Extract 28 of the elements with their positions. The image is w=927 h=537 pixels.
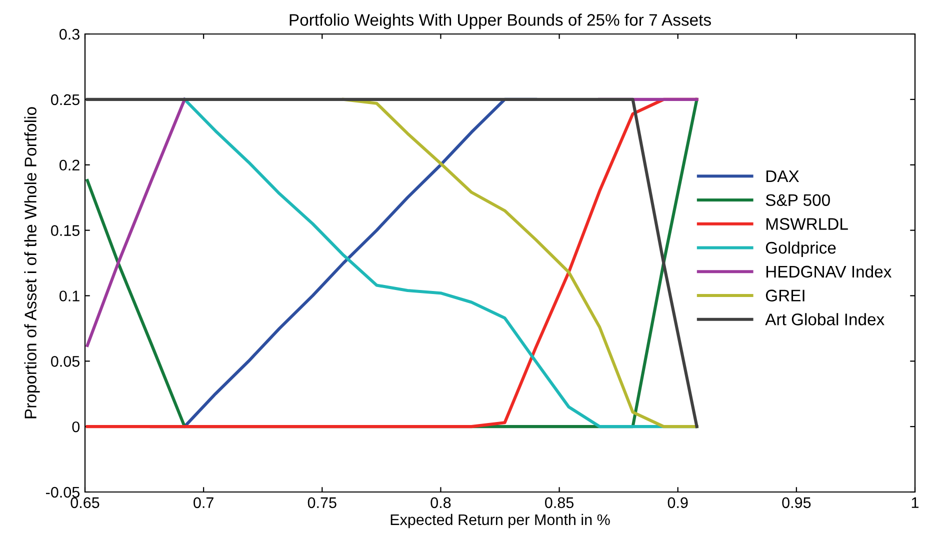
y-tick-label: 0.15: [51, 225, 80, 236]
x-tick-label: 0.75: [308, 497, 336, 508]
x-tick-label: 0.9: [668, 497, 688, 508]
y-axis-title: Proportion of Asset i of the Whole Portfolio: [24, 107, 40, 418]
y-tick-label: 0.1: [60, 290, 80, 302]
x-tick-label: 1: [912, 497, 919, 508]
legend-label: MSWRLDL: [766, 218, 848, 230]
x-axis-title: Expected Return per Month in %: [390, 514, 610, 528]
legend-label: Art Global Index: [765, 313, 884, 326]
y-tick-label: 0.3: [60, 28, 80, 40]
x-tick-label: 0.85: [545, 497, 574, 508]
x-tick-label: 0.95: [782, 497, 811, 508]
x-tick-label: 0.7: [194, 497, 214, 508]
chart-title: Portfolio Weights With Upper Bounds of 25% for 7 Assets: [290, 14, 711, 30]
line-series: [342, 98, 698, 428]
legend-label: S&P 500: [766, 194, 830, 206]
legend-label: Goldprice: [766, 241, 836, 258]
x-tick-label: 0.8: [430, 497, 451, 508]
legend-label: HEDGNAV Index: [766, 265, 892, 278]
y-tick-label: 0.25: [51, 94, 80, 106]
y-tick-label: 0.2: [60, 160, 80, 171]
y-tick-label: -0.05: [46, 486, 80, 498]
line-series: [86, 98, 698, 428]
x-tick-label: 0.65: [70, 497, 100, 508]
legend-label: DAX: [766, 170, 800, 182]
legend-label: GREI: [766, 290, 804, 302]
y-tick-label: 0: [72, 421, 80, 432]
y-tick-label: 0.05: [51, 356, 80, 367]
